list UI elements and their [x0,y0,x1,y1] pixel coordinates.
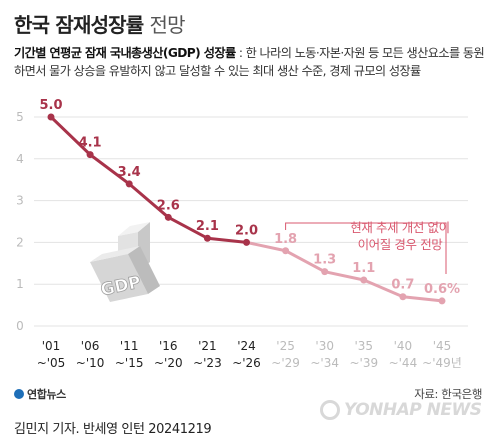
gdp-bar-top [118,222,150,236]
data-point [282,247,290,255]
gdp-block-front [90,254,148,302]
gdp-illustration-text: GDP [99,272,143,300]
data-point [86,151,94,159]
annotation-text: 이어질 경우 전망 [358,237,444,252]
y-tick-label: 5 [16,110,24,124]
watermark: YONHAP NEWS [320,400,482,420]
annotation-text: 현재 추세 개선 없이 [350,220,450,235]
x-tick-label: '16 [159,339,178,353]
source-note: 자료: 한국은행 [414,387,482,401]
gdp-block-top [90,246,140,262]
yonhap-logo-icon [14,389,24,399]
y-tick-label: 3 [16,194,24,208]
gdp-block-side [128,246,160,294]
annotation-bracket [285,222,447,274]
chart-title: 한국 잠재성장률 전망 [14,9,186,38]
yonhap-logo-text: 연합뉴스 [27,388,66,401]
series-line-actual [49,115,247,244]
data-label: 1.8 [274,232,297,247]
x-tick-label: ~'26 [232,356,261,370]
x-tick-label: ~'39 [349,356,378,370]
x-tick-label: ~'23 [193,356,222,370]
y-tick-label: 1 [16,277,24,291]
data-label: 2.6 [157,198,180,213]
data-label: 0.6% [424,282,460,297]
x-tick-label: '06 [81,339,100,353]
x-tick-label: '35 [355,339,374,353]
data-point [47,113,55,121]
data-label: 2.0 [235,223,258,238]
x-tick-label: ~'34 [310,356,339,370]
y-tick-label: 2 [16,235,24,249]
data-point [164,213,172,221]
byline: 김민지 기자. 반세영 인턴 20241219 [14,422,212,437]
data-label: 3.4 [118,165,141,180]
x-tick-label: ~'20 [154,356,183,370]
title-sub: 전망 [149,13,186,37]
x-tick-label: '25 [276,339,295,353]
data-label: 0.7 [391,278,414,293]
x-tick-label: '45 [433,339,452,353]
x-tick-label: ~'10 [76,356,105,370]
x-tick-label: '40 [394,339,413,353]
x-tick-label: ~'15 [115,356,144,370]
gdp-illustration: GDP [90,222,160,302]
x-tick-label: '11 [120,339,139,353]
y-tick-label: 0 [16,319,24,333]
data-label: 4.1 [79,136,102,151]
data-point [203,234,211,242]
data-label: 2.1 [196,219,219,234]
x-tick-label: ~'44 [389,356,418,370]
data-point [360,276,368,284]
data-label: 5.0 [39,98,62,113]
y-tick-label: 4 [16,152,24,166]
data-point [438,297,446,305]
yonhap-logo: 연합뉴스 [14,386,66,402]
x-tick-label: '21 [198,339,217,353]
watermark-icon [320,400,340,420]
data-label: 1.3 [313,253,336,268]
x-tick-label: '30 [315,339,334,353]
watermark-text: YONHAP NEWS [344,400,482,420]
x-tick-label: ~'29 [271,356,300,370]
title-main: 한국 잠재성장률 [14,13,144,37]
data-point [243,238,250,246]
x-tick-label: ~'05 [37,356,66,370]
desc-bold: 기간별 연평균 잠재 국내총생산(GDP) 성장률 [14,46,236,60]
chart-description: 기간별 연평균 잠재 국내총생산(GDP) 성장률 : 한 나라의 노동·자본·… [14,44,492,80]
data-point [321,268,329,276]
x-tick-label: '24 [237,339,256,353]
x-tick-label: '01 [42,339,61,353]
data-point [125,180,133,188]
series-line-forecast [246,240,443,303]
x-tick-label: ~'49년 [422,356,462,370]
data-label: 1.1 [352,261,375,276]
data-point [399,293,407,301]
desc-rest: : 한 나라의 노동·자본·자원 등 모든 생산요소를 동원하면서 물가 상승을… [14,46,485,78]
